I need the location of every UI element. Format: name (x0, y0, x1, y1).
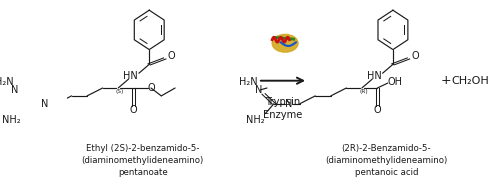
Text: N: N (254, 85, 262, 95)
Text: O: O (130, 105, 138, 115)
Text: +: + (440, 74, 452, 87)
Text: CH₂OH: CH₂OH (452, 76, 490, 86)
Text: O: O (147, 83, 155, 93)
Text: pentanoic acid: pentanoic acid (354, 168, 418, 177)
Text: HN: HN (366, 71, 382, 81)
Text: Trypsin: Trypsin (266, 97, 300, 107)
Text: H₂N: H₂N (0, 77, 14, 87)
Text: (diaminomethylideneamino): (diaminomethylideneamino) (326, 156, 448, 165)
Text: Ethyl (2S)-2-benzamido-5-: Ethyl (2S)-2-benzamido-5- (86, 144, 200, 153)
Text: O: O (374, 105, 381, 115)
Ellipse shape (272, 34, 298, 52)
Text: NH₂: NH₂ (2, 115, 21, 125)
Text: H₂N: H₂N (238, 77, 258, 87)
Text: (R): (R) (359, 89, 368, 94)
Text: HN: HN (123, 71, 138, 81)
Text: N: N (41, 99, 48, 109)
Text: N: N (11, 85, 18, 95)
Text: (2R)-2-Benzamido-5-: (2R)-2-Benzamido-5- (342, 144, 432, 153)
Text: NH₂: NH₂ (246, 115, 264, 125)
Text: OH: OH (387, 77, 402, 87)
Text: (diaminomethylideneamino): (diaminomethylideneamino) (82, 156, 204, 165)
Text: (S): (S) (116, 89, 124, 94)
Text: O: O (168, 51, 175, 62)
Text: Enzyme: Enzyme (264, 110, 302, 120)
Text: N: N (285, 99, 292, 109)
Text: O: O (412, 51, 419, 62)
Text: pentanoate: pentanoate (118, 168, 168, 177)
